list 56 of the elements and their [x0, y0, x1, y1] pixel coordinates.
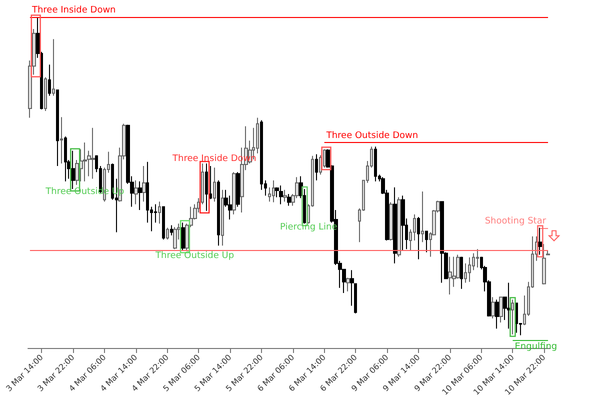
candlestick	[71, 150, 75, 190]
candlestick	[60, 116, 63, 164]
candlestick	[542, 243, 546, 285]
candlestick	[397, 196, 401, 258]
candlestick	[232, 172, 236, 215]
candlestick	[213, 167, 216, 202]
candlestick	[48, 64, 51, 96]
candlestick	[44, 76, 47, 112]
candlestick	[166, 227, 169, 240]
candlestick	[279, 184, 283, 205]
candlestick	[134, 180, 138, 205]
candlestick	[142, 166, 146, 202]
candlestick	[448, 256, 452, 296]
annotation: Three Outside Up	[154, 251, 234, 262]
candlestick	[393, 186, 397, 264]
candlestick	[507, 282, 511, 330]
candlestick	[217, 180, 220, 246]
candlestick	[374, 146, 377, 182]
candlestick	[546, 250, 550, 256]
candlestick	[205, 163, 208, 212]
candlestick	[315, 154, 318, 181]
candlestick	[499, 296, 503, 324]
candlestick	[173, 226, 177, 250]
candlestick	[491, 296, 495, 319]
candlestick	[401, 195, 405, 252]
candlestick	[162, 206, 165, 240]
candlestick	[468, 256, 471, 282]
candlestick	[476, 248, 479, 268]
candlestick	[283, 189, 287, 202]
candlestick	[440, 201, 444, 284]
candlestick	[138, 180, 142, 210]
ref-line-label: Shooting Star	[484, 216, 546, 226]
candlestick	[511, 299, 514, 335]
candlestick	[389, 202, 393, 241]
candlestick	[538, 227, 542, 256]
candlestick	[346, 277, 350, 292]
ref-line-label: Three Outside Down	[325, 131, 418, 142]
candlestick	[158, 201, 161, 224]
candlestick	[421, 190, 424, 243]
candlestick	[417, 216, 420, 260]
candlestick	[236, 172, 240, 208]
candlestick	[425, 230, 428, 253]
candlestick	[272, 180, 275, 203]
candlestick	[52, 38, 55, 96]
candlestick	[460, 256, 463, 290]
candlestick	[495, 299, 499, 330]
candlestick	[181, 222, 185, 252]
candlestick	[170, 224, 173, 236]
candlestick	[56, 90, 59, 167]
candlestick	[323, 148, 326, 168]
candlestick	[91, 127, 95, 180]
candlestick	[83, 142, 87, 182]
ref-line-label: Three Inside Down	[30, 6, 116, 16]
candlestick	[287, 194, 291, 206]
candlestick	[64, 136, 67, 182]
candlestick	[221, 189, 224, 246]
